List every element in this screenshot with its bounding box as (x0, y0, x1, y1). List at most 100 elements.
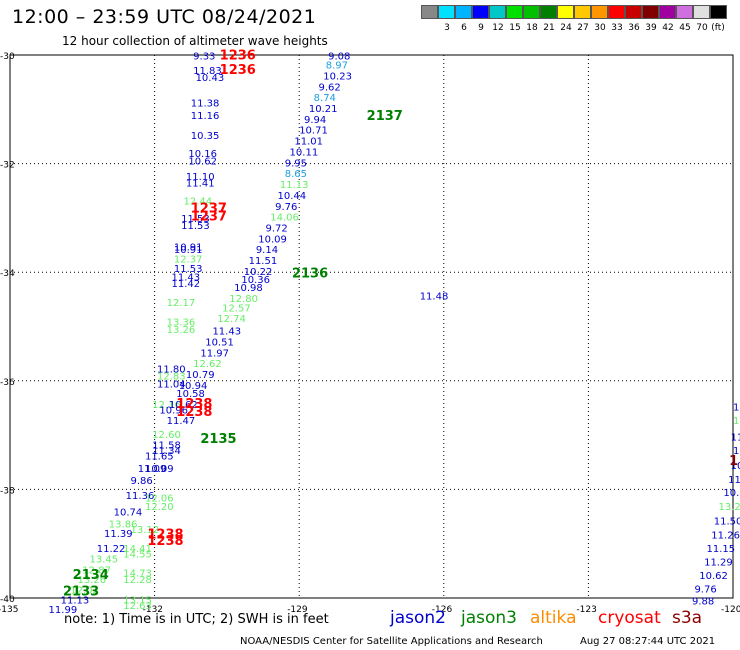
latitude-label: -34 (0, 269, 15, 279)
wave-height-value: 11.29 (704, 557, 733, 568)
wave-height-value: 8.97 (326, 61, 348, 72)
pass-label: 2135 (200, 432, 236, 447)
wave-height-value: 9.33 (193, 51, 215, 62)
wave-height-value: 12.63 (123, 601, 152, 612)
wave-height-value: 11.36 (126, 491, 155, 502)
color-scale-label: 21 (543, 23, 555, 33)
wave-height-value: 10.11 (290, 147, 319, 158)
wave-height-value: 10.35 (191, 131, 220, 142)
wave-height-value: 13.12 (131, 525, 160, 536)
wave-height-value: 11.39 (104, 529, 133, 540)
pass-label: 1236 (220, 63, 256, 78)
latitude-label: -32 (0, 161, 15, 171)
wave-height-value: 11.53 (174, 264, 203, 275)
wave-height-value: 12.92 (733, 416, 740, 427)
pass-label: 1237 (191, 210, 227, 225)
wave-height-value: 13.36 (167, 317, 196, 328)
wave-height-value: 11.04 (157, 379, 186, 390)
wave-height-value: 11.63 (731, 433, 740, 444)
wave-height-value: 10.09 (145, 464, 174, 475)
wave-height-value: 12.37 (174, 254, 203, 265)
wave-height-value: 12.62 (193, 359, 222, 370)
pass-label: 1238 (147, 534, 183, 549)
wave-height-value: 11.48 (420, 291, 449, 302)
pass-label: 2137 (367, 109, 403, 124)
wave-height-value: 12.87 (82, 566, 111, 577)
wave-height-value: 11.10 (186, 172, 215, 183)
color-scale-label: 70 (696, 23, 708, 33)
wave-height-value: 11.13 (61, 595, 90, 606)
wave-height-value: 11.42 (171, 279, 200, 290)
wave-height-value: 11.99 (49, 605, 78, 616)
color-swatch (608, 5, 625, 19)
wave-height-value: 12.44 (184, 196, 213, 207)
pass-label: 1237 (191, 201, 227, 216)
wave-height-value: 12.28 (123, 575, 152, 586)
wave-height-value: 11.01 (294, 137, 323, 148)
wave-height-value: 10.62 (188, 157, 217, 168)
wave-height-value: 10.58 (176, 389, 205, 400)
latitude-label: -40 (0, 595, 15, 605)
wave-height-value: 10.23 (323, 71, 352, 82)
wave-height-value: 10.51 (205, 338, 234, 349)
satellite-label-s3a: s3a (672, 608, 703, 628)
color-swatch (642, 5, 659, 19)
map-title: 12:00 – 23:59 UTC 08/24/2021 (12, 6, 317, 28)
color-scale-label: 45 (679, 23, 691, 33)
wave-height-value: 9.72 (265, 223, 287, 234)
color-scale-unit: (ft) (711, 23, 725, 33)
wave-height-value: 11.13 (280, 180, 309, 191)
generated-timestamp: Aug 27 08:27:44 UTC 2021 (580, 636, 716, 647)
wave-height-value: 10.62 (169, 400, 198, 411)
wave-height-value: 14.41 (123, 544, 152, 555)
wave-height-value: 11.43 (171, 272, 200, 283)
latitude-label: -36 (0, 378, 15, 388)
color-scale-label: 24 (560, 23, 572, 33)
color-swatch (591, 5, 608, 19)
wave-height-value: 12.20 (145, 502, 174, 513)
wave-height-value: 12.83 (157, 372, 186, 383)
wave-height-value: 12.06 (145, 493, 174, 504)
wave-height-value: 12.17 (167, 298, 196, 309)
wave-height-value: 8.74 (314, 93, 336, 104)
pass-label: 1238 (176, 405, 212, 420)
wave-height-value: 8.65 (285, 169, 307, 180)
color-swatch (676, 5, 693, 19)
wave-height-value: 11.68 (733, 446, 740, 457)
wave-height-value: 10.21 (309, 104, 338, 115)
color-swatch (540, 5, 557, 19)
wave-height-value: 9.86 (131, 476, 153, 487)
wave-height-value: 11.43 (212, 327, 241, 338)
wave-height-value: 14.06 (270, 213, 299, 224)
longitude-label: -129 (287, 605, 308, 615)
longitude-label: -132 (143, 605, 163, 615)
wave-height-value: 11.83 (193, 66, 222, 77)
wave-height-value: 11.51 (249, 256, 278, 267)
wave-height-value: 10.43 (196, 73, 225, 84)
color-scale-label: 30 (594, 23, 606, 33)
wave-height-value: 10.79 (186, 370, 215, 381)
wave-height-value: 11.65 (145, 452, 174, 463)
color-scale-label: 12 (492, 23, 504, 33)
wave-height-value: 11.47 (167, 416, 196, 427)
longitude-label: -123 (576, 605, 596, 615)
satellite-label-jason2: jason2 (390, 608, 446, 628)
color-scale-label: 27 (577, 23, 589, 33)
wave-height-value: 10.22 (244, 267, 273, 278)
wave-height-value: 11.34 (152, 446, 181, 457)
wave-height-value: 11.53 (181, 221, 210, 232)
wave-height-value: 11.80 (157, 365, 186, 376)
wave-height-value: 11.53 (181, 214, 210, 225)
color-scale-label: 3 (444, 23, 450, 33)
wave-height-value: 9.08 (328, 51, 350, 62)
wave-height-value: 11.58 (152, 441, 181, 452)
map-subtitle: 12 hour collection of altimeter wave hei… (62, 34, 328, 48)
wave-height-value: 9.14 (256, 245, 278, 256)
wave-height-value: 12.02 (70, 586, 99, 597)
wave-height-value: 12.80 (229, 294, 258, 305)
wave-height-value: 11.09 (138, 464, 167, 475)
color-swatch (693, 5, 710, 19)
wave-height-value: 13.86 (109, 519, 138, 530)
color-swatch (438, 5, 455, 19)
